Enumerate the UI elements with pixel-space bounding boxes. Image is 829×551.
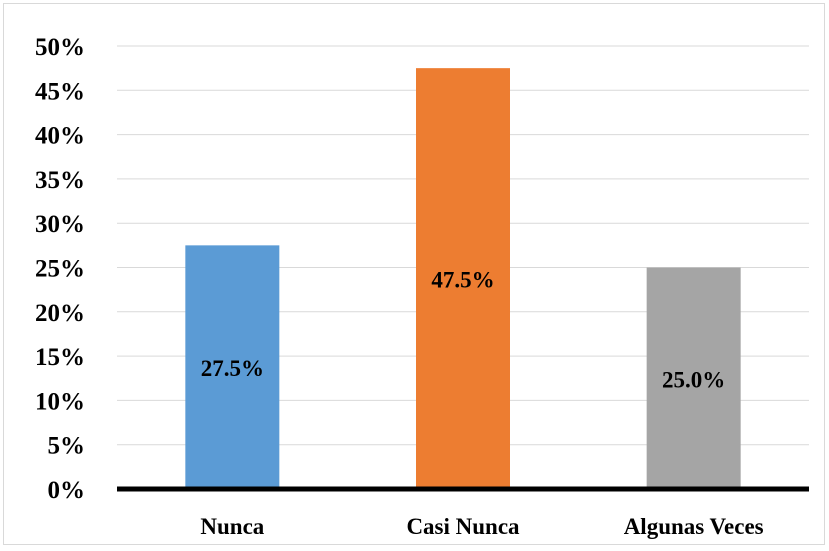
y-tick-label: 35% bbox=[35, 167, 85, 194]
x-tick-label: Algunas Veces bbox=[624, 514, 764, 539]
bar-casi-nunca bbox=[416, 68, 510, 490]
bar-chart: 0% 5% 10% 15% 20% 25% 30% 35% 40% 45% 50% Nunca Cas… bbox=[35, 34, 809, 539]
x-tick-label: Casi Nunca bbox=[406, 514, 520, 539]
x-tick-label: Nunca bbox=[200, 514, 264, 539]
y-axis-tick-labels: 0% 5% 10% 15% 20% 25% 30% 35% 40% 45% 50% bbox=[35, 34, 85, 504]
y-tick-label: 5% bbox=[48, 433, 86, 460]
y-tick-label: 25% bbox=[35, 256, 85, 283]
y-tick-label: 30% bbox=[35, 211, 85, 238]
data-label: 25.0% bbox=[662, 367, 725, 392]
bar-algunas-veces bbox=[646, 267, 741, 489]
y-tick-label: 50% bbox=[35, 34, 85, 61]
bars bbox=[185, 68, 741, 490]
bar-nunca bbox=[185, 245, 280, 489]
data-labels: 27.5% 47.5% 25.0% bbox=[201, 268, 726, 393]
x-axis-category-labels: Nunca Casi Nunca Algunas Veces bbox=[200, 514, 763, 539]
chart-frame: 0% 5% 10% 15% 20% 25% 30% 35% 40% 45% 50% Nunca Cas… bbox=[3, 3, 825, 545]
data-label: 27.5% bbox=[201, 356, 264, 381]
y-tick-label: 20% bbox=[35, 300, 85, 327]
y-tick-label: 40% bbox=[35, 123, 85, 150]
y-tick-label: 45% bbox=[35, 78, 85, 105]
data-label: 47.5% bbox=[431, 268, 494, 293]
y-tick-label: 15% bbox=[35, 344, 85, 371]
y-tick-label: 0% bbox=[48, 477, 86, 504]
y-tick-label: 10% bbox=[35, 388, 85, 415]
